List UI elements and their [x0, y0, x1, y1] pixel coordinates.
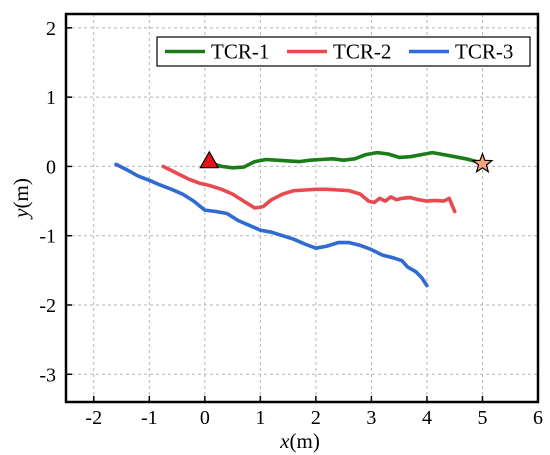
y-axis-unit: (m)	[9, 178, 33, 208]
series-line-tcr-1	[208, 150, 485, 170]
legend: TCR-1 TCR-2 TCR-3	[156, 36, 531, 67]
x-tick-label: 6	[533, 407, 543, 429]
y-tick-label: -1	[39, 226, 56, 248]
legend-label: TCR-2	[333, 40, 391, 64]
legend-label: TCR-3	[455, 40, 513, 64]
ticks: -2 -1 0 1 2 3 4 5 6 2 1 0 -1 -2 -3	[39, 18, 543, 429]
plot-frame	[64, 12, 540, 404]
y-axis-variable: y	[9, 208, 33, 220]
y-axis-label: y(m)	[9, 178, 33, 220]
legend-label: TCR-1	[211, 40, 269, 64]
series-line-tcr-3	[114, 162, 429, 288]
y-tick-label: 1	[46, 87, 56, 109]
series-line-tcr-2	[161, 164, 457, 214]
series-lines	[114, 150, 485, 288]
markers	[199, 150, 494, 174]
x-tick-label: 0	[200, 407, 210, 429]
y-tick-label: -2	[39, 295, 56, 317]
x-axis-label: x(m)	[279, 429, 320, 453]
x-tick-label: 1	[255, 407, 265, 429]
x-tick-label: 3	[366, 407, 376, 429]
x-axis-variable: x	[279, 429, 290, 453]
y-tick-label: 0	[46, 156, 56, 178]
legend-box	[156, 36, 531, 67]
x-tick-label: 4	[422, 407, 432, 429]
start-marker	[199, 150, 220, 169]
x-tick-label: 5	[477, 407, 487, 429]
x-tick-label: -2	[85, 407, 102, 429]
y-tick-label: -3	[39, 364, 56, 386]
x-tick-label: 2	[311, 407, 321, 429]
x-axis-unit: (m)	[290, 429, 320, 453]
x-tick-label: -1	[141, 407, 158, 429]
end-marker	[471, 151, 494, 174]
y-tick-label: 2	[46, 18, 56, 40]
